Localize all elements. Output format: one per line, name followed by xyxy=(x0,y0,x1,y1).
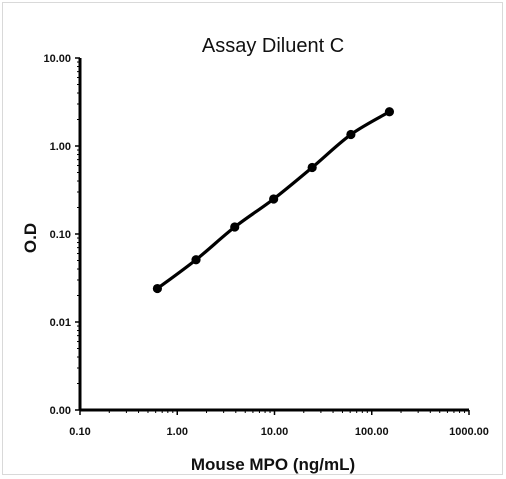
x-tick-label: 1000.00 xyxy=(449,426,489,438)
chart-frame xyxy=(2,2,503,475)
x-axis-ticks: 0.10 1.00 10.00 100.00 1000.00 xyxy=(69,410,489,438)
data-point xyxy=(307,162,317,173)
data-point xyxy=(384,107,395,117)
x-tick-label: 1.00 xyxy=(167,426,188,438)
axes xyxy=(78,58,469,412)
y-tick-label: 1.00 xyxy=(50,141,71,153)
x-tick-label: 100.00 xyxy=(355,426,389,438)
y-tick-label: 0.01 xyxy=(50,317,71,329)
y-axis-label: O.D xyxy=(21,223,40,253)
y-tick-label: 0.10 xyxy=(50,229,71,241)
y-tick-label: 0.00 xyxy=(50,405,71,417)
chart-title: Assay Diluent C xyxy=(202,35,344,57)
x-tick-label: 10.00 xyxy=(261,426,289,438)
y-axis-ticks: 0.00 0.01 0.10 1.00 10.00 xyxy=(43,53,80,417)
x-axis-label: Mouse MPO (ng/mL) xyxy=(191,455,355,474)
data-point xyxy=(230,222,240,232)
x-tick-label: 0.10 xyxy=(69,426,90,438)
data-point xyxy=(191,255,201,265)
series-layer xyxy=(152,107,395,294)
data-point xyxy=(152,283,162,294)
data-point xyxy=(346,129,356,140)
data-point xyxy=(269,194,279,204)
y-tick-label: 10.00 xyxy=(43,53,71,65)
